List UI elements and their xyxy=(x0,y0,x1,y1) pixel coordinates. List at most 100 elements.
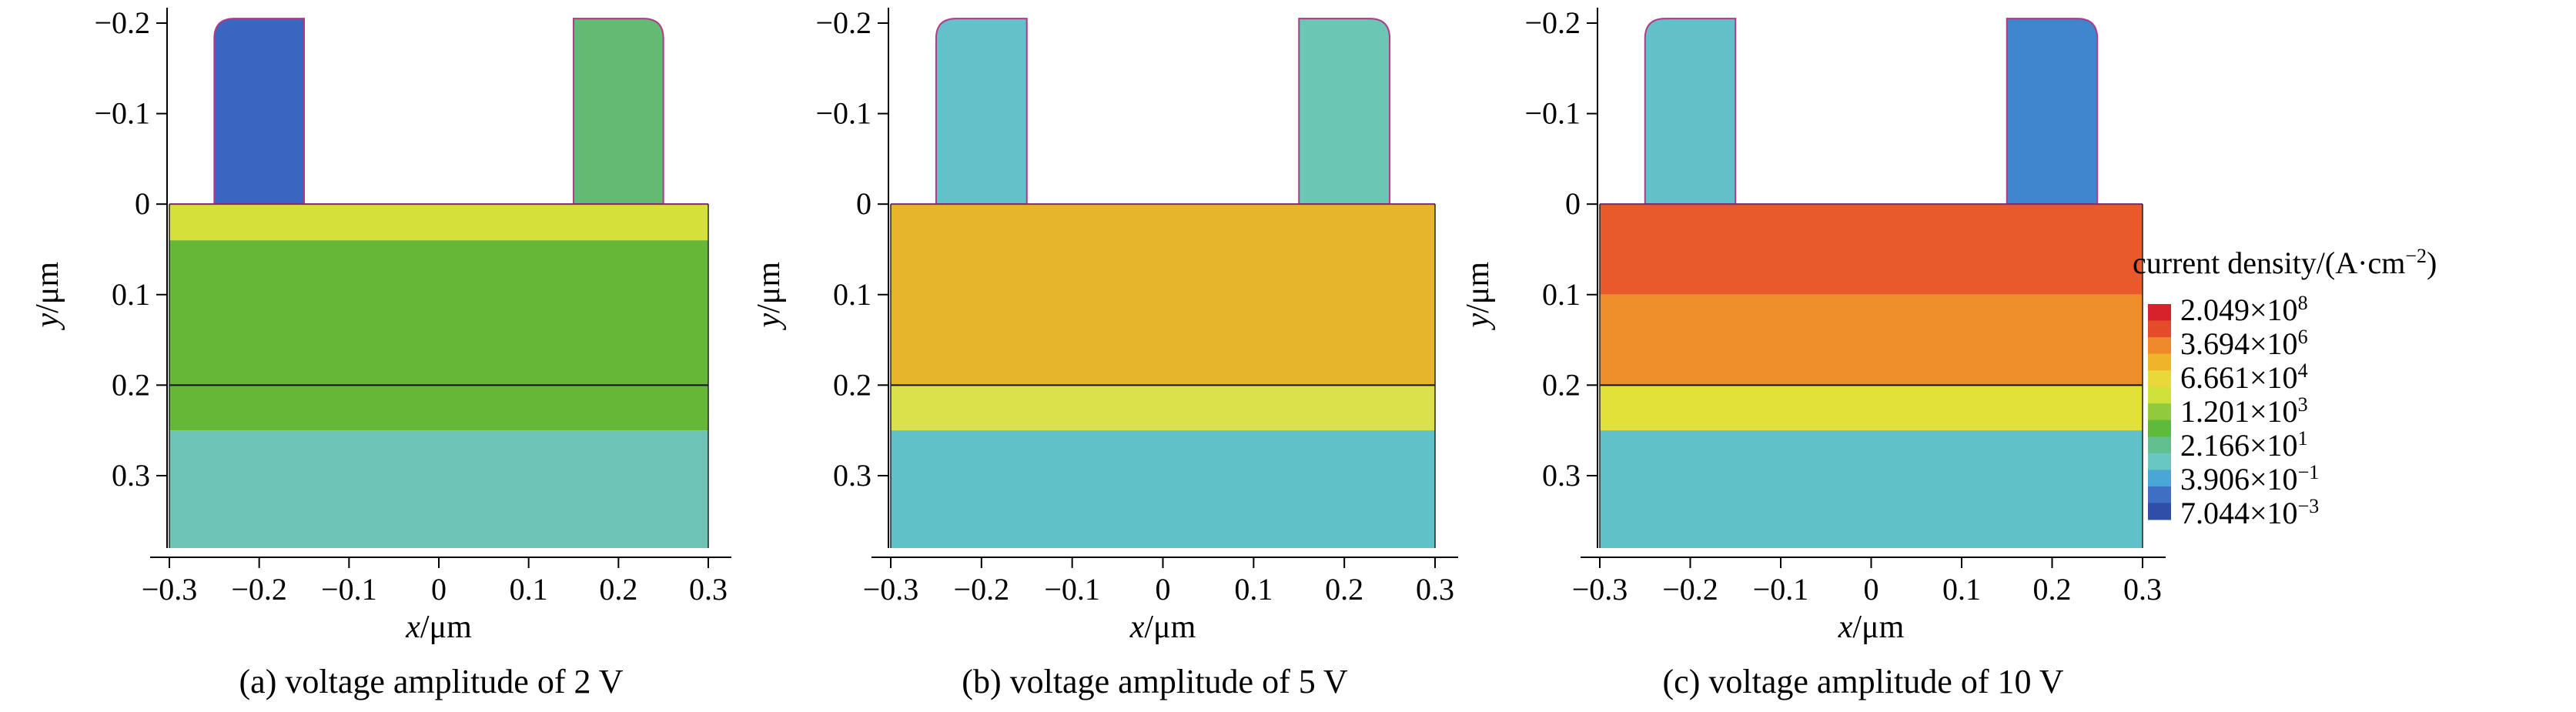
region-left-electrode xyxy=(213,18,305,206)
panel-caption: (a) voltage amplitude of 2 V xyxy=(239,663,624,700)
colorbar-label: 7.044×10−3 xyxy=(2180,495,2319,531)
colorbar-label-mantissa: 7.044×10 xyxy=(2180,496,2298,530)
y-axis-var: y xyxy=(1460,313,1496,331)
region-right-electrode xyxy=(2006,18,2099,206)
colorbar-label-exp: 4 xyxy=(2298,359,2308,382)
region-film-middle xyxy=(169,240,708,431)
x-tick-label: 0.1 xyxy=(1234,572,1273,607)
x-tick-label: 0 xyxy=(1864,572,1879,607)
region-film-top xyxy=(891,204,1435,386)
region-film-bottom xyxy=(891,385,1435,431)
x-tick-label: 0.3 xyxy=(2123,572,2162,607)
y-tick-label: 0 xyxy=(1565,186,1581,221)
colorbar-segment xyxy=(2148,436,2171,454)
colorbar-segment xyxy=(2148,386,2171,404)
y-tick-label: 0.2 xyxy=(833,367,871,402)
x-tick-label: −0.1 xyxy=(1044,572,1100,607)
y-axis-unit: /μm xyxy=(1460,262,1496,313)
x-tick-label: −0.1 xyxy=(1753,572,1809,607)
colorbar-label: 2.166×101 xyxy=(2180,427,2308,463)
x-tick-label: −0.3 xyxy=(1572,572,1628,607)
y-tick-label: 0.3 xyxy=(112,458,150,493)
x-axis-label: x/μm xyxy=(1129,610,1196,645)
panel-c: −0.2 −0.1 0 0.1 0.2 0.3 y/μm −0.3 −0.2 −0.1 0 0.1 0.… xyxy=(1460,5,2166,700)
colorbar-segment xyxy=(2148,304,2171,322)
x-tick-label: 0.3 xyxy=(1416,572,1454,607)
colorbar-label: 3.694×106 xyxy=(2180,326,2308,362)
region-right-electrode xyxy=(1298,18,1391,206)
y-tick-label: 0.1 xyxy=(112,277,150,312)
y-tick-label: −0.1 xyxy=(815,96,871,131)
x-tick-label: −0.2 xyxy=(954,572,1010,607)
y-tick-label: −0.2 xyxy=(1524,5,1581,40)
colorbar-label-mantissa: 2.049×10 xyxy=(2180,292,2298,327)
y-tick-label: −0.1 xyxy=(94,96,150,131)
colorbar-label-exp: 3 xyxy=(2298,393,2308,416)
y-tick-label: 0 xyxy=(135,186,150,221)
x-axis-var: x xyxy=(1838,610,1853,645)
colorbar-segment xyxy=(2148,370,2171,388)
colorbar-label-mantissa: 6.661×10 xyxy=(2180,360,2298,395)
y-axis-var: y xyxy=(751,313,787,331)
region-right-electrode xyxy=(573,18,664,206)
y-axis-var: y xyxy=(30,313,65,331)
colorbar-label-mantissa: 3.906×10 xyxy=(2180,462,2298,496)
colorbar-segment xyxy=(2148,503,2171,520)
x-tick-label: −0.2 xyxy=(231,572,287,607)
colorbar-segment xyxy=(2148,470,2171,487)
colorbar-label: 2.049×108 xyxy=(2180,292,2308,328)
x-tick-label: −0.3 xyxy=(863,572,919,607)
x-tick-label: −0.3 xyxy=(142,572,198,607)
y-tick-label: 0.3 xyxy=(833,458,871,493)
colorbar: current density/(A·cm−2)2.049×1083.694×1… xyxy=(2133,245,2437,531)
y-axis-unit: /μm xyxy=(30,262,65,313)
colorbar-label: 6.661×104 xyxy=(2180,359,2308,396)
region-left-electrode xyxy=(935,18,1028,206)
colorbar-title-exp: −2 xyxy=(2405,245,2427,267)
y-tick-label: 0 xyxy=(856,186,871,221)
panel-a: −0.2 −0.1 0 0.1 0.2 0.3 y/μm −0.3 −0.2 −0.1 0 0.1 0.… xyxy=(30,5,731,700)
colorbar-label: 1.201×103 xyxy=(2180,393,2308,430)
colorbar-label-exp: 8 xyxy=(2298,292,2308,314)
region-film-top xyxy=(169,204,708,241)
colorbar-label-exp: 1 xyxy=(2298,427,2308,450)
region-film-bottom xyxy=(1600,385,2143,431)
x-tick-label: 0.2 xyxy=(2033,572,2072,607)
x-axis-unit: /μm xyxy=(1144,610,1196,645)
colorbar-label-mantissa: 3.694×10 xyxy=(2180,326,2298,361)
x-tick-label: 0 xyxy=(1156,572,1171,607)
x-axis-var: x xyxy=(1129,610,1145,645)
x-tick-label: −0.1 xyxy=(321,572,377,607)
colorbar-label-exp: −3 xyxy=(2298,495,2320,517)
x-axis-var: x xyxy=(405,610,420,645)
panel-caption: (c) voltage amplitude of 10 V xyxy=(1663,663,2064,700)
x-axis-label: x/μm xyxy=(405,610,472,645)
region-left-electrode xyxy=(1644,18,1737,206)
region-substrate xyxy=(169,430,708,548)
y-tick-label: −0.2 xyxy=(815,5,871,40)
y-tick-label: 0.2 xyxy=(1542,367,1581,402)
colorbar-label-exp: 6 xyxy=(2298,326,2308,348)
x-axis-unit: /μm xyxy=(420,610,472,645)
colorbar-segment xyxy=(2148,320,2171,338)
x-axis-label: x/μm xyxy=(1838,610,1905,645)
panels: −0.2 −0.1 0 0.1 0.2 0.3 y/μm −0.3 −0.2 −0.1 0 0.1 0.… xyxy=(30,5,2166,700)
y-tick-label: 0.2 xyxy=(112,367,150,402)
x-axis-unit: /μm xyxy=(1852,610,1904,645)
colorbar-label-exp: −1 xyxy=(2298,461,2320,483)
x-tick-label: −0.2 xyxy=(1662,572,1718,607)
colorbar-segment xyxy=(2148,486,2171,503)
y-tick-label: 0.3 xyxy=(1542,458,1581,493)
colorbar-segment xyxy=(2148,403,2171,421)
colorbar-title: current density/(A·cm−2) xyxy=(2133,245,2437,281)
x-tick-label: 0.3 xyxy=(689,572,728,607)
colorbar-label-mantissa: 1.201×10 xyxy=(2180,394,2298,429)
colorbar-title-text: current density/(A·cm xyxy=(2133,246,2405,280)
y-tick-label: −0.1 xyxy=(1524,96,1581,131)
x-tick-label: 0 xyxy=(431,572,447,607)
region-film-middle xyxy=(1600,294,2143,386)
y-axis-label: y/μm xyxy=(1460,262,1496,331)
region-substrate xyxy=(1600,430,2143,548)
y-tick-label: 0.1 xyxy=(1542,277,1581,312)
